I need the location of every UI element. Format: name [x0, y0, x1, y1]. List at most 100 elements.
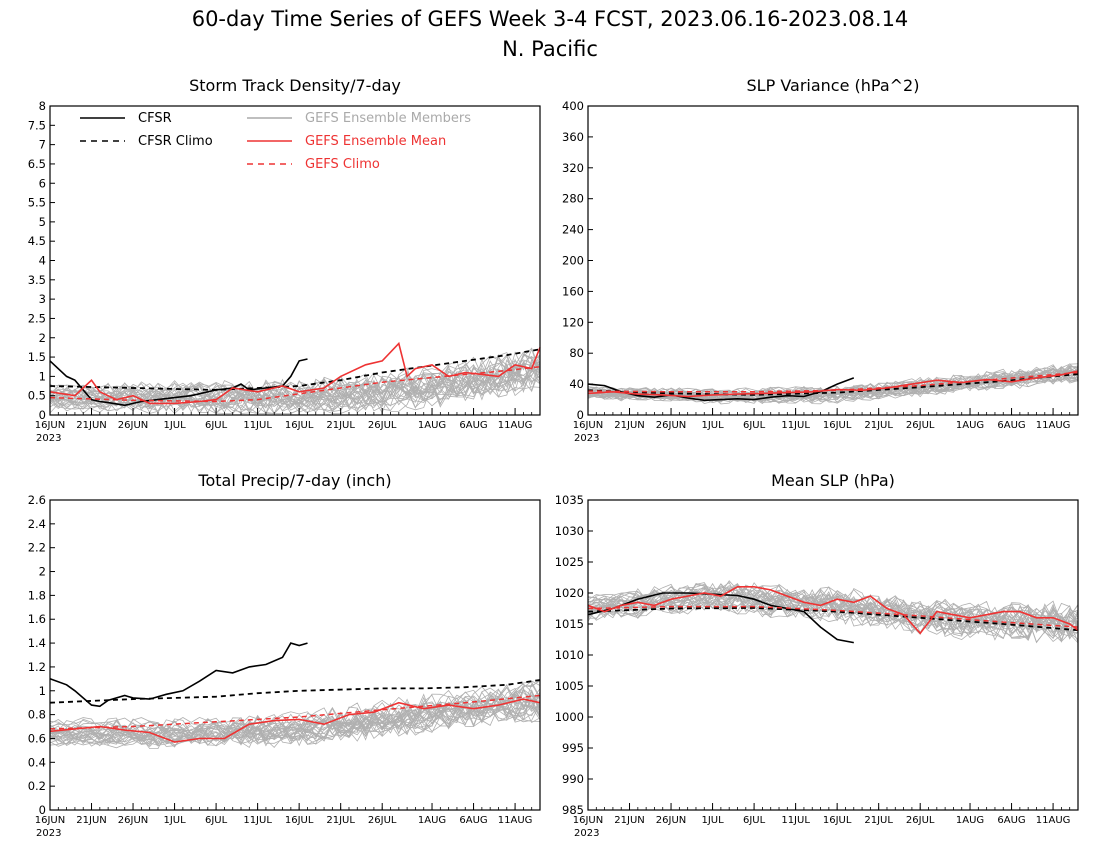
y-tick-label: 360 — [562, 130, 584, 144]
x-tick-label: 6AUG — [459, 420, 487, 431]
x-tick-label: 1JUL — [163, 815, 186, 826]
y-tick-label: 3.5 — [28, 273, 46, 287]
x-tick-label: 6JUL — [743, 815, 766, 826]
x-tick-label: 16JUL — [285, 815, 314, 826]
y-tick-label: 1.2 — [28, 660, 46, 674]
series-cfsr-climo — [49, 348, 541, 391]
series-cfsr — [587, 592, 854, 644]
y-tick-label: 0.8 — [28, 708, 46, 722]
panel-total-precip: Total Precip/7-day (inch)00.20.40.60.811… — [28, 471, 541, 839]
y-tick-label: 7.5 — [28, 118, 46, 132]
x-tick-label: 26JUN — [118, 815, 148, 826]
y-tick-label: 2.6 — [28, 493, 46, 507]
y-tick-label: 1 — [39, 684, 46, 698]
y-tick-label: 0.5 — [28, 389, 46, 403]
y-tick-label: 2 — [39, 331, 46, 345]
ensemble-members — [49, 347, 541, 415]
legend-label: GEFS Climo — [305, 157, 380, 172]
x-tick-label: 21JUL — [326, 420, 355, 431]
series-cfsr — [49, 642, 308, 708]
panel-slp-variance: SLP Variance (hPa^2) 0 40 80 120 160 200 240 280… — [562, 76, 1079, 444]
panel-storm-track-density: Storm Track Density/7-day 0 0.5 1 1.5 2 2.5 3 3.… — [28, 76, 541, 444]
series-gefs-ensemble-mean — [49, 341, 541, 405]
panel-title: Total Precip/7-day (inch) — [197, 471, 391, 490]
y-tick-label: 1.5 — [28, 350, 46, 364]
y-tick-label: 280 — [562, 192, 584, 206]
ensemble-member-line — [588, 582, 1079, 630]
ensemble-member-line — [587, 593, 1079, 639]
x-tick-label: 21JUL — [326, 815, 355, 826]
ensemble-member-line — [587, 587, 1079, 640]
figure-title-line2: N. Pacific — [502, 37, 598, 61]
x-year-label: 2023 — [36, 433, 61, 444]
y-tick-label: 6 — [39, 176, 46, 190]
x-tick-label: 1JUL — [163, 420, 186, 431]
ensemble-member-line — [49, 364, 541, 415]
x-tick-label: 11JUL — [781, 815, 810, 826]
y-tick-label: 400 — [562, 99, 584, 113]
y-tick-label: 2 — [39, 565, 46, 579]
legend: CFSR CFSR Climo GEFS Ensemble Members GEFS … — [80, 111, 471, 172]
y-tick-label: 0.2 — [28, 779, 46, 793]
ensemble-members — [587, 363, 1079, 405]
series-gefs-ensemble-mean — [49, 698, 541, 743]
y-tick-label: 0 — [39, 408, 46, 422]
y-tick-label: 2.2 — [28, 541, 46, 555]
x-tick-label: 6AUG — [459, 815, 487, 826]
y-tick-label: 240 — [562, 223, 584, 237]
y-tick-label: 1000 — [555, 710, 584, 724]
x-tick-label: 6AUG — [997, 815, 1025, 826]
legend-label: CFSR Climo — [138, 134, 213, 149]
y-tick-label: 80 — [569, 346, 584, 360]
x-tick-label: 26JUL — [906, 815, 935, 826]
panel-mean-slp: Mean SLP (hPa) 985 990 995 1000 1005 1010 1015 1… — [555, 471, 1079, 839]
x-tick-label: 11AUG — [1036, 420, 1071, 431]
series-cfsr-climo — [49, 679, 541, 704]
y-tick-label: 1.4 — [28, 636, 46, 650]
legend-label: GEFS Ensemble Members — [305, 111, 471, 126]
x-tick-label: 21JUN — [76, 815, 106, 826]
y-tick-label: 2.5 — [28, 311, 46, 325]
x-tick-label: 1AUG — [418, 815, 446, 826]
y-tick-label: 0.4 — [28, 755, 46, 769]
y-tick-label: 985 — [562, 803, 584, 817]
ensemble-member-line — [49, 698, 541, 746]
series-gefs-ensemble-mean — [587, 585, 1079, 635]
y-tick-label: 0 — [39, 803, 46, 817]
x-tick-label: 21JUN — [614, 815, 644, 826]
x-tick-label: 11AUG — [498, 815, 533, 826]
y-tick-label: 2.4 — [28, 517, 46, 531]
y-tick-label: 990 — [562, 772, 584, 786]
x-tick-label: 1JUL — [701, 420, 724, 431]
ensemble-member-line — [49, 354, 541, 401]
panel-title: Mean SLP (hPa) — [771, 471, 895, 490]
ensemble-member-line — [49, 347, 541, 401]
panel-title: SLP Variance (hPa^2) — [747, 76, 920, 95]
y-tick-label: 1030 — [555, 524, 584, 538]
x-tick-label: 16JUN — [35, 815, 65, 826]
x-tick-label: 6AUG — [997, 420, 1025, 431]
x-tick-label: 1AUG — [956, 420, 984, 431]
x-tick-label: 11JUL — [243, 420, 272, 431]
legend-label: CFSR — [138, 111, 172, 126]
x-tick-label: 6JUL — [743, 420, 766, 431]
y-tick-label: 1 — [39, 369, 46, 383]
x-tick-label: 26JUN — [656, 420, 686, 431]
series-gefs-ensemble-mean — [587, 370, 1079, 398]
plot-frame — [49, 499, 541, 811]
y-tick-label: 8 — [39, 99, 46, 113]
series-gefs-climo — [49, 365, 541, 403]
x-year-label: 2023 — [574, 433, 599, 444]
x-tick-label: 11AUG — [498, 420, 533, 431]
x-tick-label: 11JUL — [243, 815, 272, 826]
x-tick-label: 16JUL — [823, 420, 852, 431]
ensemble-member-line — [587, 594, 1079, 641]
x-tick-label: 11AUG — [1036, 815, 1071, 826]
series-gefs-climo — [587, 371, 1079, 393]
y-tick-label: 320 — [562, 161, 584, 175]
x-year-label: 2023 — [36, 828, 61, 839]
x-tick-label: 26JUN — [656, 815, 686, 826]
x-tick-label: 26JUL — [906, 420, 935, 431]
x-tick-label: 6JUL — [205, 420, 228, 431]
x-tick-label: 21JUL — [864, 420, 893, 431]
